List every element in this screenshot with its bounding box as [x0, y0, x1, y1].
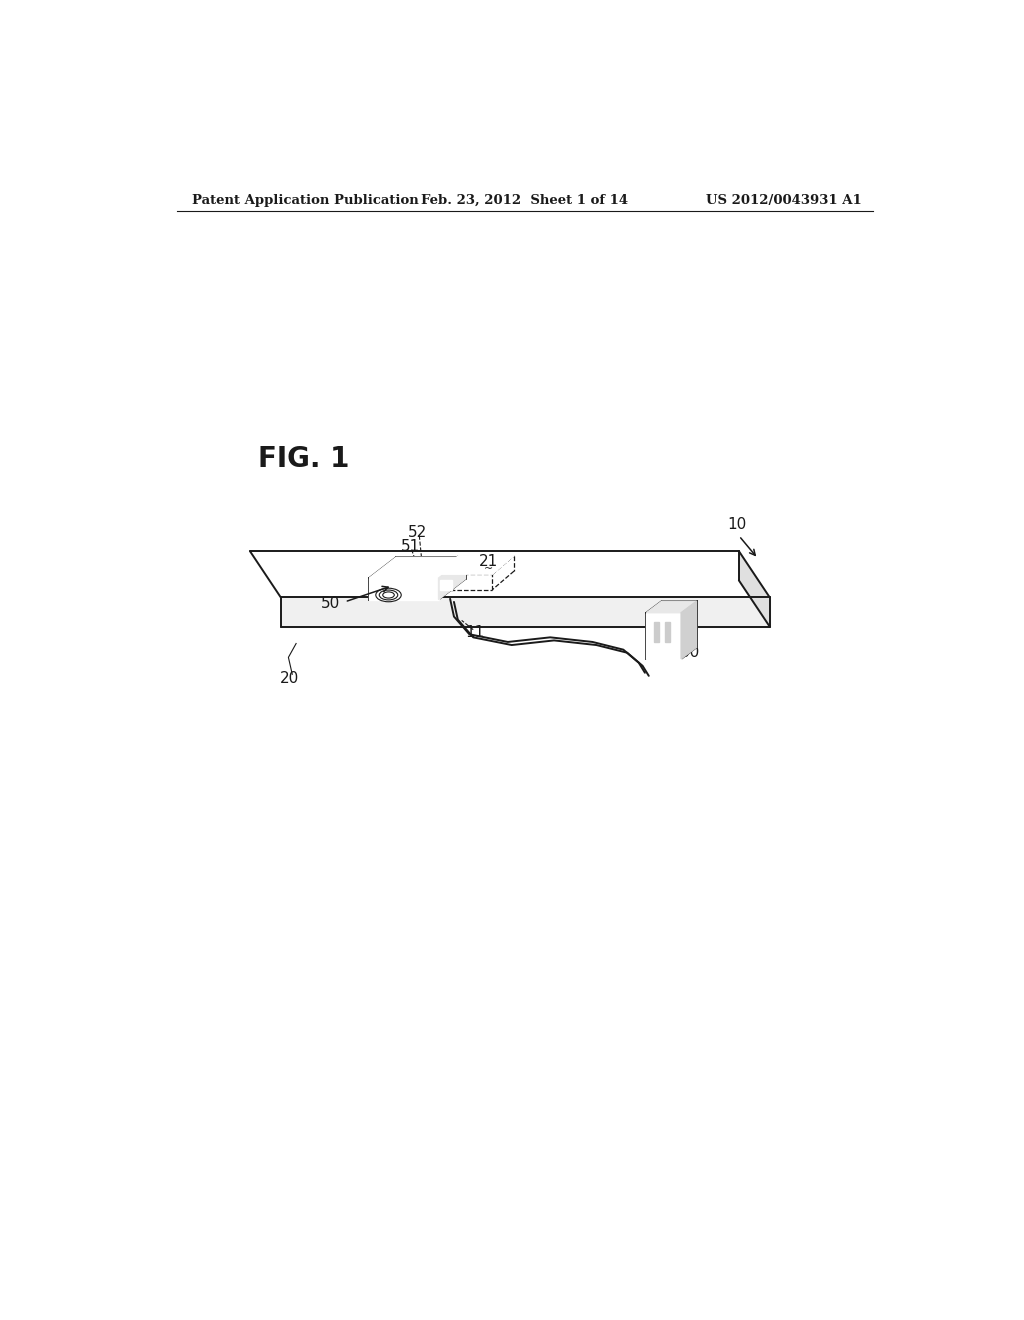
Polygon shape — [437, 556, 514, 574]
Text: 51: 51 — [400, 539, 420, 554]
Polygon shape — [681, 601, 696, 659]
Text: 50: 50 — [322, 595, 340, 611]
Polygon shape — [250, 552, 770, 597]
Polygon shape — [370, 557, 466, 578]
Text: 20: 20 — [281, 672, 300, 686]
Text: 21: 21 — [479, 554, 499, 569]
Polygon shape — [281, 597, 770, 627]
Polygon shape — [646, 612, 681, 659]
Polygon shape — [646, 601, 696, 612]
Polygon shape — [370, 578, 438, 599]
Text: 10: 10 — [728, 517, 746, 532]
Text: FIG. 1: FIG. 1 — [258, 445, 349, 473]
Polygon shape — [739, 552, 770, 627]
Text: Patent Application Publication: Patent Application Publication — [193, 194, 419, 207]
Text: 11: 11 — [465, 626, 484, 640]
Text: 52: 52 — [409, 525, 427, 540]
Text: 80: 80 — [680, 645, 699, 660]
Text: US 2012/0043931 A1: US 2012/0043931 A1 — [707, 194, 862, 207]
Polygon shape — [654, 622, 658, 642]
Polygon shape — [665, 622, 670, 642]
Polygon shape — [440, 581, 452, 590]
Text: ~: ~ — [484, 564, 494, 574]
Text: Feb. 23, 2012  Sheet 1 of 14: Feb. 23, 2012 Sheet 1 of 14 — [421, 194, 629, 207]
Polygon shape — [438, 557, 466, 599]
